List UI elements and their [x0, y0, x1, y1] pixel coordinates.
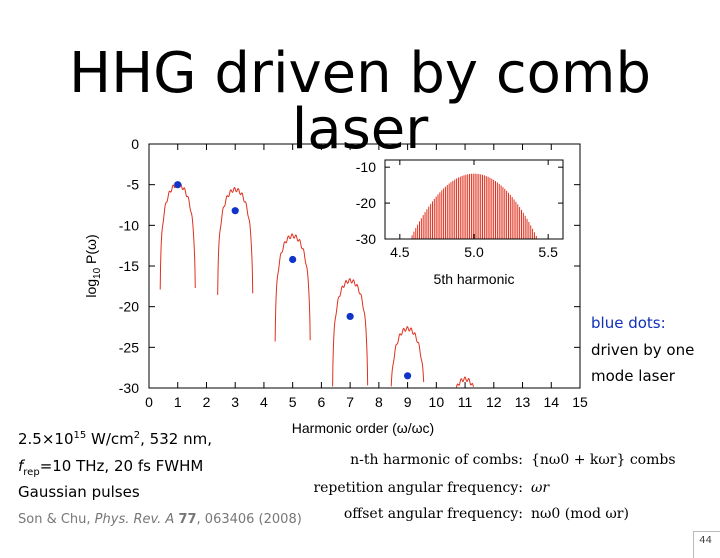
main-xtick-label: 14 — [543, 394, 559, 410]
main-x-axis-label: Harmonic order (ω/ωc) — [292, 420, 434, 436]
formula-comb-label: n-th harmonic of combs: — [350, 452, 523, 468]
main-dot — [346, 312, 354, 321]
main-ytick-label: -30 — [119, 380, 139, 396]
params-line3: Gaussian pulses — [18, 483, 140, 501]
params-frep-value: =10 THz, 20 fs FWHM — [39, 457, 204, 475]
main-dots — [174, 181, 412, 380]
main-ytick-label: -25 — [119, 339, 139, 355]
main-dot — [289, 255, 297, 264]
slide-title: HHG driven by comb laser — [68, 41, 652, 162]
main-xtick-label: 3 — [231, 394, 239, 410]
legend-note-line2: driven by one — [591, 341, 695, 359]
legend-note-line1: blue dots: — [591, 314, 666, 332]
params-frep-subscript: rep — [23, 467, 40, 478]
legend-note-line3: mode laser — [591, 367, 675, 385]
main-xtick-label: 11 — [458, 394, 473, 410]
inset-axis-ticks: 4.5 5.0 5.5 -10 -20 -30 — [356, 159, 563, 260]
main-xtick-label: 8 — [375, 394, 383, 410]
main-xtick-label: 15 — [572, 394, 588, 410]
main-xtick-label: 0 — [145, 394, 153, 410]
main-xtick-label: 12 — [486, 394, 502, 410]
citation-authors: Son & Chu, — [18, 512, 95, 527]
inset-frame-bg — [385, 160, 563, 239]
params-unit-exponent: 2 — [133, 430, 141, 441]
main-xtick-label: 2 — [203, 394, 211, 410]
params-wavelength: , 532 nm, — [140, 430, 212, 448]
main-dot — [174, 181, 182, 189]
citation-journal: Phys. Rev. A — [94, 512, 179, 527]
inset-ytick-label: -30 — [356, 231, 376, 247]
inset-xtick-label: 4.5 — [390, 244, 410, 260]
formula-offset-expr: nω0 (mod ωr) — [531, 506, 629, 522]
main-ytick-label: -10 — [119, 217, 139, 233]
main-plot: 0 1 2 3 4 5 6 7 8 9 10 11 12 13 14 150-5-10-15-20-25-30… — [83, 136, 588, 436]
inset-comb — [411, 173, 537, 239]
main-xtick-label: 6 — [318, 394, 326, 410]
params-intensity-exponent: 15 — [73, 430, 87, 441]
inset-plot: 4.5 5.0 5.5 -10 -20 -30 5th harmonic — [356, 159, 564, 287]
formula-comb-expr: {nω0 + kωr} combs — [531, 452, 676, 468]
main-xtick-label: 5 — [289, 394, 297, 410]
citation: Son & Chu, Phys. Rev. A 77, 063406 (2008… — [18, 512, 302, 527]
inset-ytick-label: -10 — [356, 159, 376, 175]
main-dot — [404, 372, 412, 380]
citation-volume: 77 — [178, 512, 197, 527]
slide-corner — [693, 531, 720, 558]
main-y-axis-label: log10 P(ω) — [83, 234, 103, 297]
main-ytick-label: -15 — [119, 258, 139, 274]
formula-rep-label: repetition angular frequency: — [313, 480, 523, 496]
params-line2: frep=10 THz, 20 fs FWHM — [18, 459, 203, 478]
params-intensity-unit: W/cm — [86, 430, 134, 448]
main-xtick-label: 9 — [404, 394, 412, 410]
params-intensity: 2.5×10 — [18, 430, 74, 448]
main-xtick-label: 10 — [429, 394, 445, 410]
main-ytick-label: 0 — [131, 136, 139, 152]
formula-offset-label: offset angular frequency: — [343, 506, 523, 522]
main-xtick-label: 13 — [515, 394, 531, 410]
main-ytick-label: -20 — [119, 299, 139, 315]
inset-xtick-label: 5.5 — [538, 244, 558, 260]
inset-x-axis-label: 5th harmonic — [434, 271, 515, 287]
main-dot — [231, 207, 239, 215]
params-frep-symbol: f — [18, 457, 24, 475]
formula-rep-expr: ωr — [531, 480, 550, 496]
page-number: 44 — [699, 535, 712, 546]
main-xtick-label: 4 — [260, 394, 268, 410]
main-ytick-label: -5 — [127, 177, 140, 193]
main-xtick-label: 1 — [174, 394, 182, 410]
inset-xtick-label: 5.0 — [464, 244, 484, 260]
citation-rest: , 063406 (2008) — [196, 512, 302, 527]
params-line1: 2.5×1015 W/cm2, 532 nm, — [18, 431, 212, 447]
inset-ytick-label: -20 — [356, 195, 376, 211]
main-xtick-label: 7 — [346, 394, 354, 410]
main-axis-ticks: 0 1 2 3 4 5 6 7 8 9 10 11 12 13 14 150-5-10-15-20-25-30 — [119, 136, 588, 410]
